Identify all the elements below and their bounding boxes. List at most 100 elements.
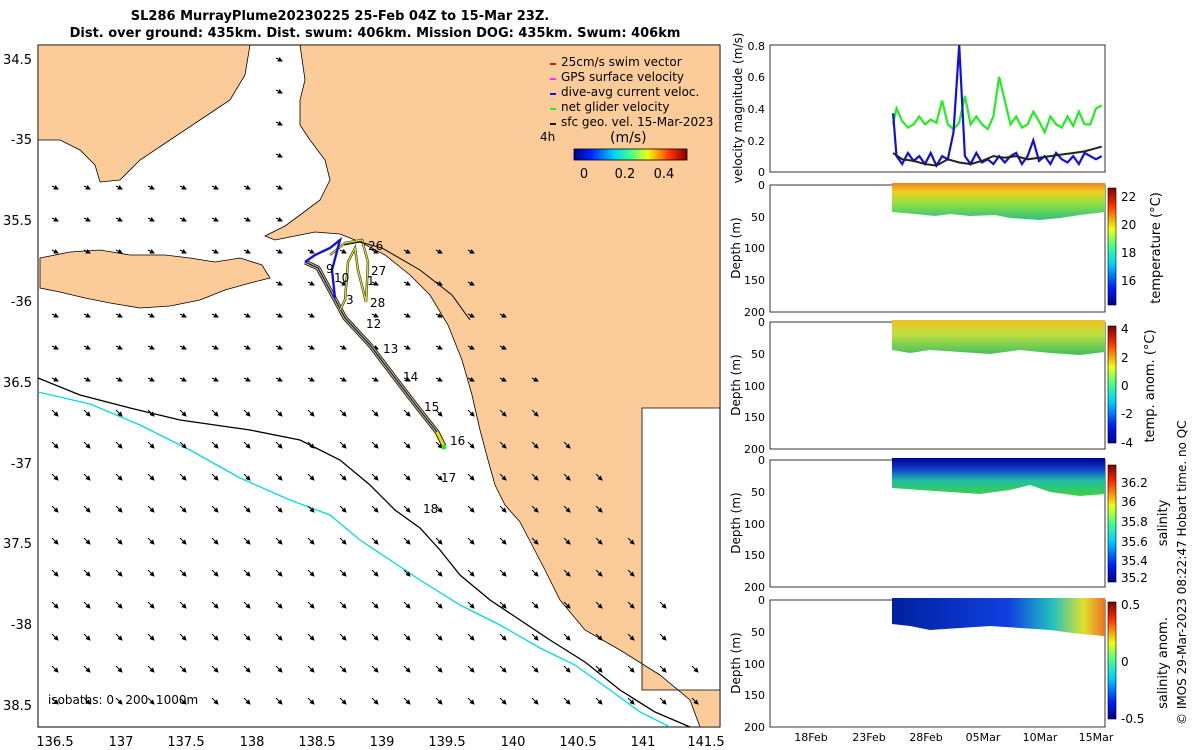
day-label: 18 bbox=[423, 502, 438, 516]
velocity-arrow bbox=[211, 537, 219, 545]
lon-tick: 141.5 bbox=[687, 735, 724, 750]
vel-ytick: 0.6 bbox=[748, 71, 766, 84]
velocity-arrow bbox=[275, 601, 283, 609]
figure-subtitle: Dist. over ground: 435km. Dist. swum: 40… bbox=[69, 26, 681, 41]
map-panel: 26 9 10 27 1 3 28 12 13 14 15 16 17 18 1… bbox=[3, 44, 725, 750]
velocity-arrow bbox=[563, 665, 571, 673]
velocity-arrow bbox=[435, 344, 443, 350]
velocity-arrow bbox=[595, 633, 603, 641]
velocity-arrow bbox=[179, 601, 187, 609]
velocity-arrow bbox=[179, 216, 187, 222]
velocity-arrow bbox=[499, 633, 507, 641]
velocity-arrow bbox=[499, 344, 507, 350]
velocity-arrow bbox=[403, 505, 411, 513]
cbar-tick: 2 bbox=[1121, 351, 1129, 365]
depth-tick: 200 bbox=[744, 721, 765, 734]
day-label: 27 bbox=[371, 264, 386, 278]
velocity-arrow bbox=[403, 344, 411, 350]
velocity-arrow bbox=[339, 376, 347, 382]
cbar-tick: 22 bbox=[1121, 190, 1136, 204]
velocity-arrow bbox=[531, 697, 539, 705]
velocity-arrow bbox=[371, 601, 379, 609]
velocity-arrow bbox=[147, 216, 155, 222]
velocity-arrow bbox=[563, 601, 571, 609]
depth-ylabel: Depth (m) bbox=[729, 632, 743, 693]
velocity-arrow bbox=[147, 473, 155, 481]
velocity-arrow bbox=[51, 633, 59, 641]
velocity-arrow bbox=[243, 344, 251, 350]
velocity-arrow bbox=[83, 441, 91, 449]
isobath-200m bbox=[38, 377, 691, 727]
velocity-arrow bbox=[147, 376, 155, 382]
velocity-arrow bbox=[243, 473, 251, 481]
velocity-arrow bbox=[403, 280, 411, 286]
velocity-arrow bbox=[179, 537, 187, 545]
depth-tick: 100 bbox=[744, 242, 765, 255]
velocity-arrow bbox=[339, 633, 347, 641]
temperature-panel: Depth (m) 0 50 100 150 200 22 20 18 16 t… bbox=[729, 179, 1164, 319]
cbar-tick: 36.2 bbox=[1121, 476, 1148, 490]
velocity-arrow bbox=[115, 505, 123, 513]
velocity-arrow bbox=[211, 312, 219, 318]
velocity-arrow bbox=[563, 697, 571, 705]
velocity-arrow bbox=[179, 441, 187, 449]
cbar-tick: 0.5 bbox=[1121, 598, 1140, 612]
velocity-arrow bbox=[627, 601, 635, 609]
velocity-arrow bbox=[307, 248, 315, 254]
velocity-arrow bbox=[371, 376, 379, 382]
velocity-arrow bbox=[339, 505, 347, 513]
velocity-arrow bbox=[147, 569, 155, 577]
velocity-arrow bbox=[307, 601, 315, 609]
velocity-arrow bbox=[403, 376, 411, 382]
velocity-arrow bbox=[211, 184, 219, 190]
velocity-arrow bbox=[499, 312, 507, 318]
velocity-arrow bbox=[83, 312, 91, 318]
velocity-arrow bbox=[51, 409, 59, 417]
velocity-arrow bbox=[211, 344, 219, 350]
velocity-arrow bbox=[243, 441, 251, 449]
cbar-tick: 4 bbox=[1121, 322, 1129, 336]
lon-tick: 140.5 bbox=[559, 735, 596, 750]
velocity-arrow bbox=[595, 697, 603, 705]
velocity-arrow bbox=[307, 697, 315, 705]
velocity-arrow bbox=[275, 248, 283, 254]
velocity-arrow bbox=[147, 441, 155, 449]
velocity-arrow bbox=[83, 537, 91, 545]
velocity-arrow bbox=[275, 569, 283, 577]
velocity-arrow bbox=[435, 601, 443, 609]
velocity-arrow bbox=[307, 441, 315, 449]
velocity-arrow bbox=[467, 409, 475, 417]
velocity-arrow bbox=[243, 184, 251, 190]
velocity-arrow bbox=[51, 697, 59, 705]
day-label: 10 bbox=[334, 271, 349, 285]
time-tick: 18Feb bbox=[794, 731, 827, 744]
velocity-arrow bbox=[659, 697, 667, 705]
depth-tick: 100 bbox=[744, 658, 765, 671]
velocity-arrow bbox=[531, 473, 539, 481]
lat-tick: 38.5 bbox=[3, 699, 32, 714]
velocity-arrow bbox=[211, 216, 219, 222]
velocity-arrow bbox=[275, 184, 283, 190]
velocity-arrow bbox=[51, 473, 59, 481]
velocity-arrow bbox=[371, 248, 379, 254]
velocity-arrow bbox=[339, 344, 347, 350]
velocity-arrow bbox=[499, 409, 507, 417]
velocity-arrow bbox=[275, 505, 283, 513]
velocity-arrow bbox=[371, 665, 379, 673]
velocity-arrow bbox=[403, 248, 411, 254]
velocity-arrow bbox=[83, 376, 91, 382]
velocity-arrow bbox=[83, 473, 91, 481]
day-label: 15 bbox=[424, 400, 439, 414]
velocity-arrow bbox=[531, 665, 539, 673]
velocity-arrow bbox=[51, 312, 59, 318]
temperature-colorbar bbox=[1107, 187, 1117, 306]
velocity-arrow bbox=[115, 441, 123, 449]
legend-entry: net glider velocity bbox=[561, 100, 669, 114]
cbar-tick: 20 bbox=[1121, 218, 1136, 232]
velocity-arrow bbox=[243, 505, 251, 513]
day-label: 14 bbox=[403, 370, 418, 384]
velocity-arrow bbox=[339, 473, 347, 481]
velocity-arrow bbox=[371, 473, 379, 481]
anomaly-colorbar bbox=[1107, 325, 1117, 444]
velocity-arrow bbox=[211, 697, 219, 705]
